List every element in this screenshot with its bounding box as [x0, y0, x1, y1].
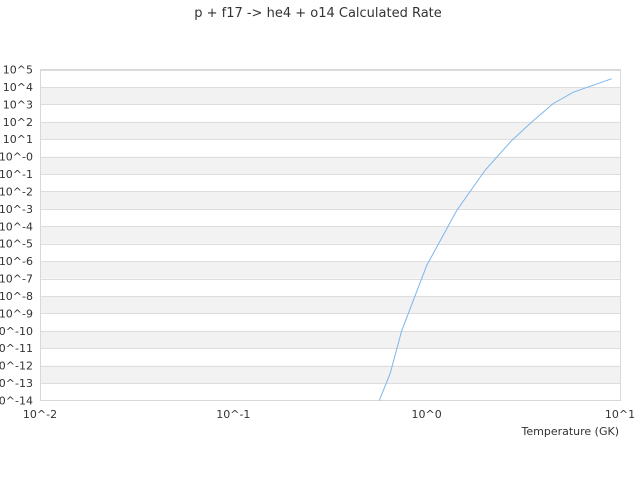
series-line	[378, 78, 612, 401]
y-tick-label: 10^-6	[0, 255, 33, 268]
grid-band	[40, 156, 620, 175]
y-axis-labels: 10^5 10^4 10^3 10^2 10^1 10^-0 10^-1 10^-2 10^-3…	[0, 64, 33, 408]
x-axis-title: Temperature (GK)	[521, 425, 620, 438]
grid-band	[40, 330, 620, 349]
grid-band	[40, 226, 620, 244]
grid-band	[40, 121, 620, 140]
x-tick-label: 10^-2	[23, 408, 57, 421]
y-tick-label: 10^-9	[0, 307, 33, 320]
y-tick-label: 10^-12	[0, 360, 33, 373]
x-tick-label: 10^-1	[216, 408, 250, 421]
y-tick-label: 10^-5	[0, 238, 33, 251]
y-tick-label: 10^-10	[0, 325, 33, 338]
grid-bands	[40, 70, 620, 384]
y-tick-label: 10^1	[3, 133, 33, 146]
y-tick-label: 10^-3	[0, 203, 33, 216]
chart-title: p + f17 -> he4 + o14 Calculated Rate	[194, 6, 442, 21]
y-tick-label: 10^-2	[0, 185, 33, 198]
x-axis-labels: 10^-2 10^-1 10^0 10^1	[23, 408, 635, 421]
grid-band	[40, 191, 620, 209]
y-tick-label: 10^-7	[0, 273, 33, 286]
y-tick-label: 10^4	[3, 81, 33, 94]
plot-border	[40, 69, 621, 401]
grid-band	[40, 261, 620, 279]
y-tick-label: 10^-4	[0, 220, 33, 233]
y-tick-label: 10^-14	[0, 395, 33, 408]
grid-band	[40, 295, 620, 314]
y-tick-label: 10^5	[3, 64, 33, 77]
y-tick-label: 10^2	[3, 116, 33, 129]
x-tick-label: 10^1	[605, 408, 635, 421]
grid-band	[40, 365, 620, 384]
y-tick-label: 10^-13	[0, 377, 33, 390]
y-tick-label: 10^-0	[0, 151, 33, 164]
x-tick-label: 10^0	[412, 408, 442, 421]
grid-band	[40, 86, 620, 105]
y-tick-label: 10^3	[3, 98, 33, 111]
y-tick-label: 10^-11	[0, 342, 33, 355]
y-tick-label: 10^-1	[0, 168, 33, 181]
y-tick-label: 10^-8	[0, 290, 33, 303]
